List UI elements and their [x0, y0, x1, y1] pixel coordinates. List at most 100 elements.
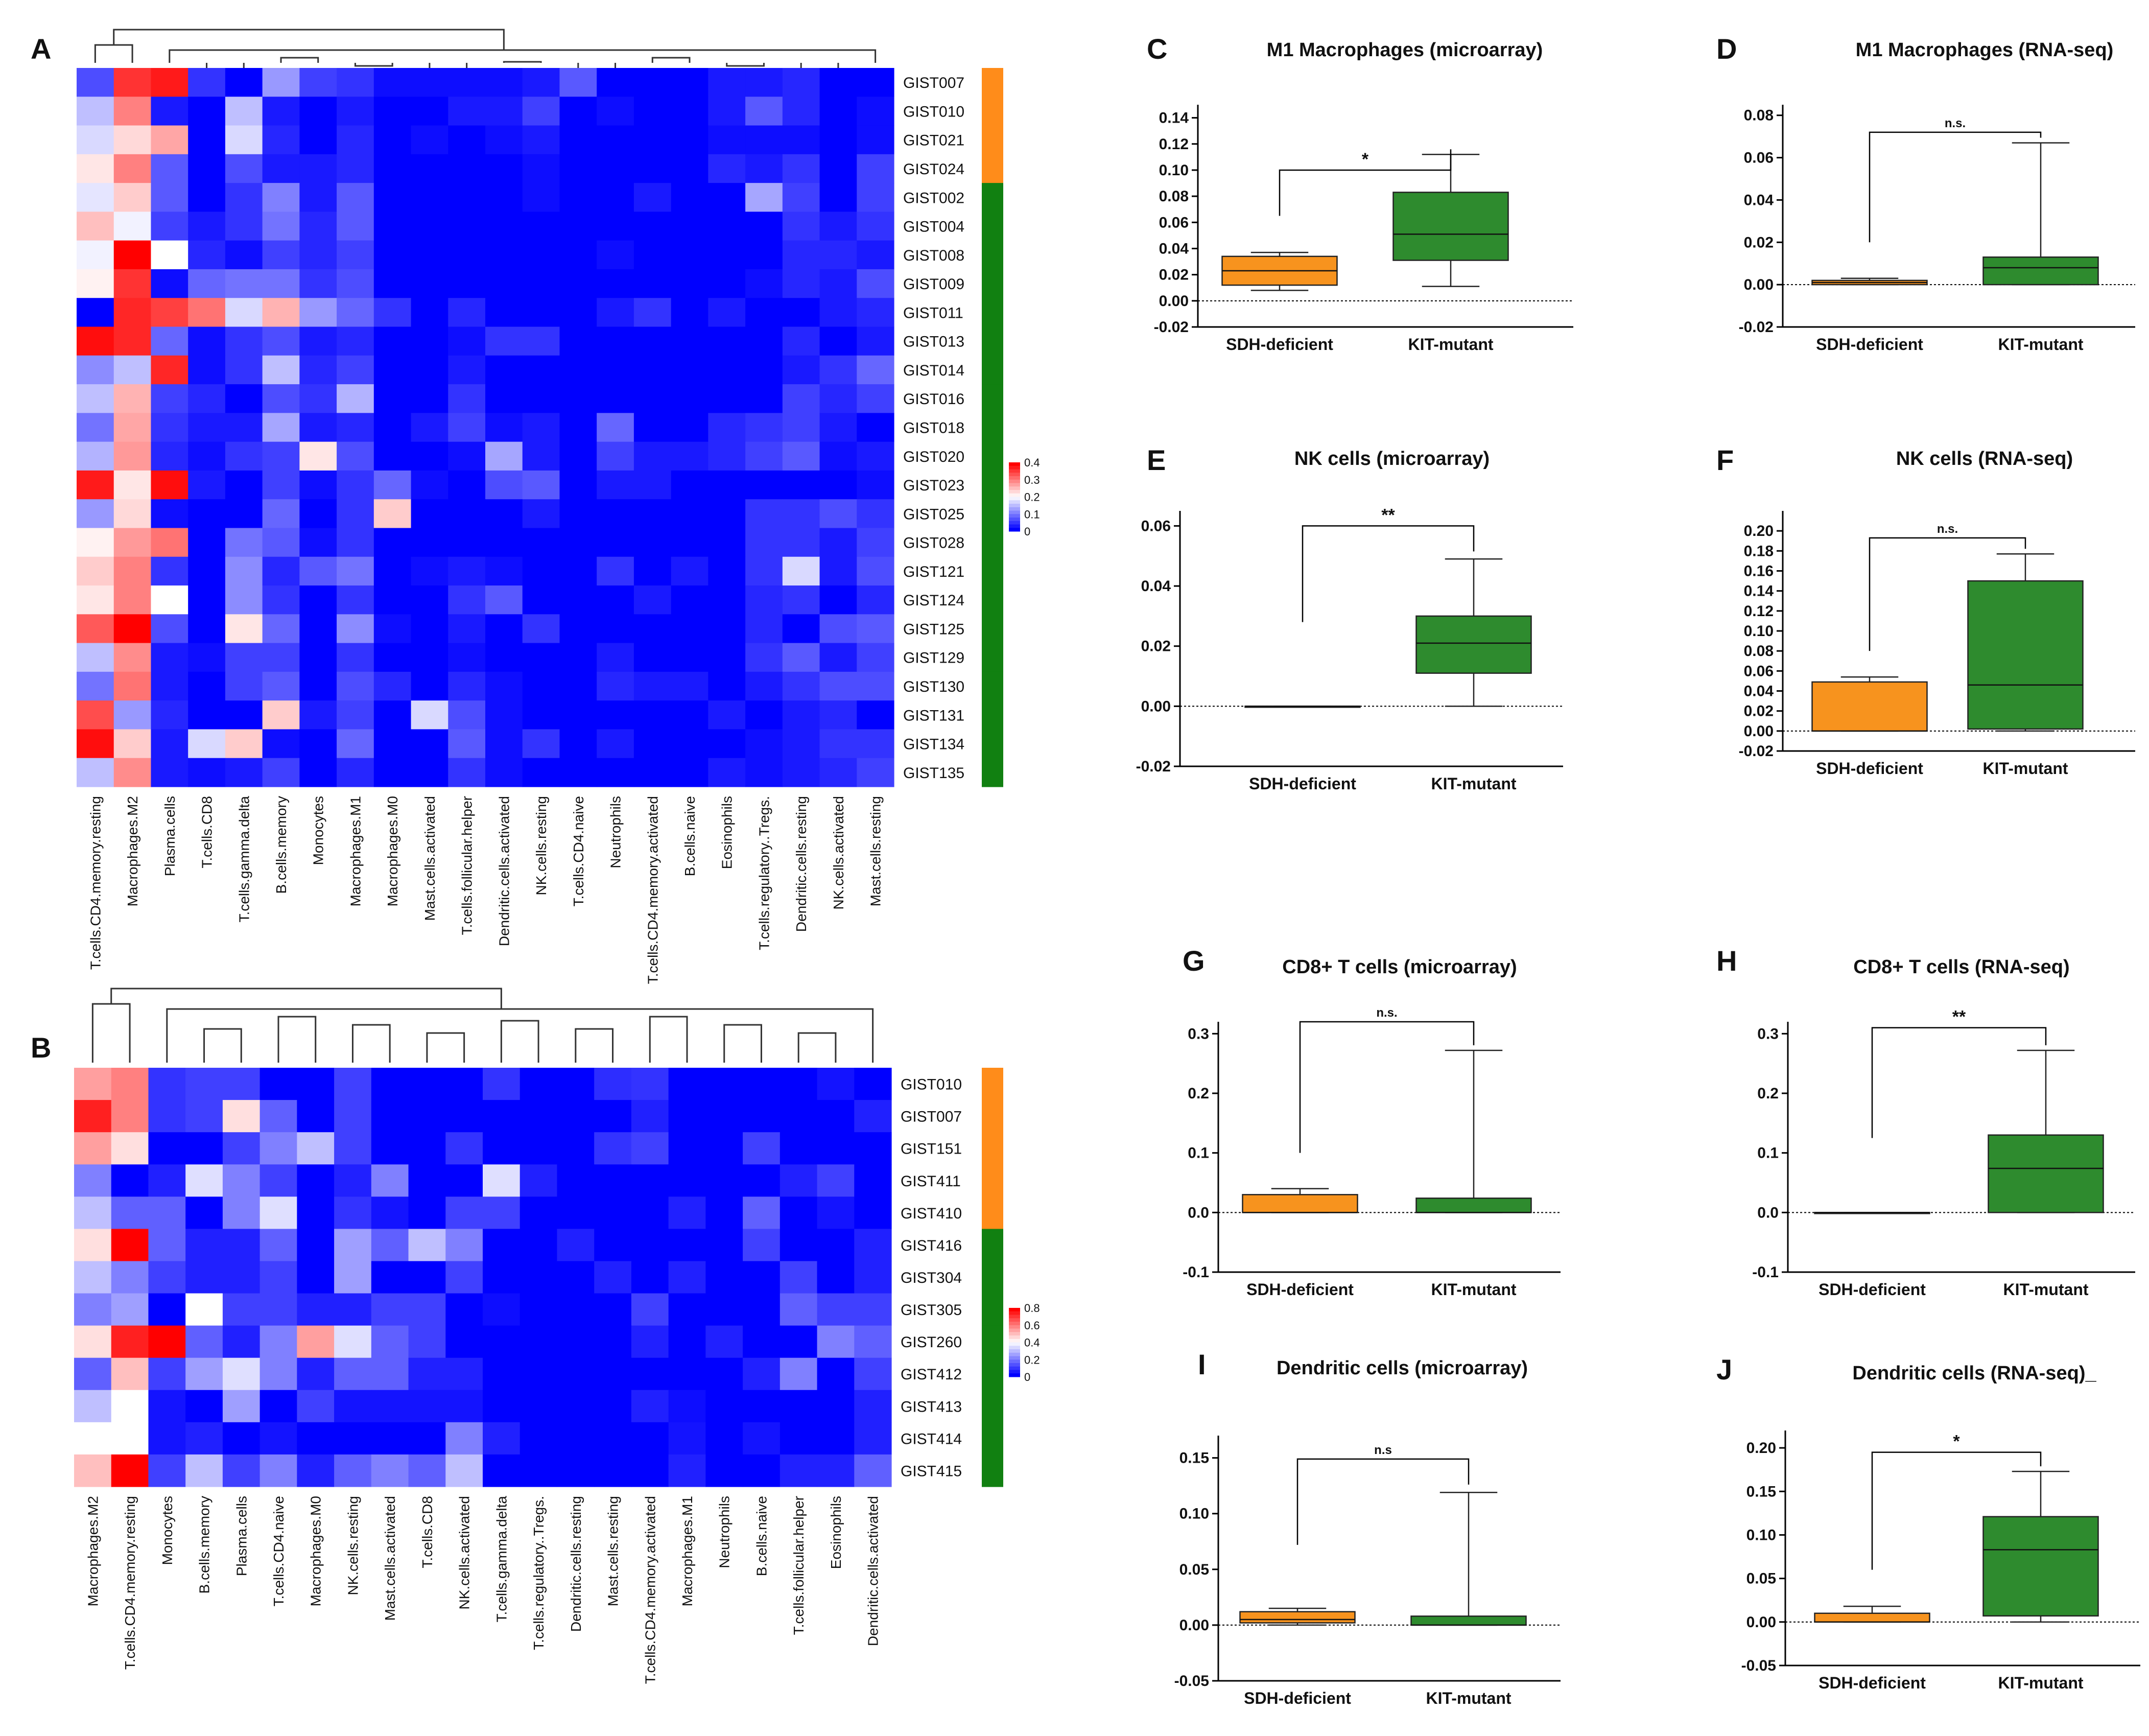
heatmap-cell: [485, 212, 523, 241]
heatmap-cell: [334, 1422, 372, 1455]
heatmap-cell: [819, 413, 857, 442]
panel-letter-g: G: [1183, 945, 1205, 977]
heatmap-cell: [633, 499, 672, 529]
significance-bracket: [1296, 1458, 1470, 1545]
iqr-box: [1392, 192, 1509, 261]
heatmap-cell: [113, 154, 152, 183]
heatmap-cell: [77, 183, 114, 212]
heatmap-cell: [671, 183, 709, 212]
heatmap-cell: [222, 1293, 261, 1326]
column-label: Mast.cells.activated: [422, 796, 438, 921]
heatmap-cell: [188, 614, 226, 644]
group-bar-segment: [982, 326, 1003, 356]
heatmap-cell: [448, 240, 486, 270]
column-label: Mast.cells.resting: [868, 796, 884, 906]
heatmap-cell: [633, 125, 672, 155]
group-bar-segment: [982, 154, 1003, 183]
column-dendrogram: [91, 988, 874, 1063]
heatmap-cell: [188, 298, 226, 327]
y-tick-label: 0.10: [1746, 1527, 1776, 1543]
boxplot-g: CD8+ T cells (microarray) -0.1 0.0 0.1 0.2 0.…: [1183, 956, 1561, 1299]
column-label: Eosinophils: [719, 796, 735, 869]
heatmap-cell: [111, 1164, 149, 1197]
heatmap-cell: [373, 585, 412, 615]
heatmap-cell: [222, 1261, 261, 1294]
y-tick-label: -0.02: [1136, 758, 1171, 775]
group-bar-segment: [982, 384, 1003, 413]
heatmap-cell: [373, 212, 412, 241]
heatmap-cell: [743, 1261, 781, 1294]
iqr-box: [1415, 1198, 1532, 1213]
heatmap-cell: [857, 700, 894, 730]
heatmap-cell: [817, 1357, 855, 1391]
heatmap-cell: [519, 1164, 558, 1197]
row-label: GIST008: [903, 247, 964, 264]
heatmap-cell: [597, 68, 634, 97]
heatmap-cell: [259, 1068, 297, 1100]
significance-bracket: [1299, 1021, 1475, 1153]
heatmap-cell: [745, 700, 783, 730]
heatmap-cell: [633, 585, 672, 615]
column-label: B.cells.memory: [273, 796, 289, 894]
significance-label: *: [1362, 150, 1369, 169]
column-dendrogram: [94, 29, 877, 75]
heatmap-cell: [671, 125, 709, 155]
heatmap-cell: [745, 97, 783, 126]
heatmap-cell: [148, 1132, 186, 1165]
heatmap-cell: [77, 97, 114, 126]
heatmap-cell: [594, 1197, 632, 1229]
heatmap-cell: [519, 1422, 558, 1455]
row-label: GIST125: [903, 621, 964, 638]
significance-label: **: [1952, 1007, 1966, 1027]
heatmap-cell: [631, 1229, 669, 1262]
y-tick-label: 0.02: [1744, 703, 1774, 720]
heatmap-cell: [411, 614, 448, 644]
heatmap-cell: [188, 125, 226, 155]
heatmap-cell: [111, 1132, 149, 1165]
heatmap-cell: [448, 384, 486, 413]
heatmap-cell: [522, 556, 560, 586]
heatmap-cell: [259, 1132, 297, 1165]
dendrogram-branch: [426, 1032, 465, 1063]
heatmap-cell: [485, 413, 523, 442]
dendrogram-branch: [166, 1008, 874, 1063]
row-label: GIST014: [903, 362, 964, 379]
heatmap-cell: [188, 441, 226, 471]
heatmap-cell: [559, 413, 597, 442]
column-label: NK.cells.activated: [457, 1496, 473, 1610]
colorbar-tick: 0.8: [1024, 1302, 1040, 1315]
heatmap-cell: [597, 585, 634, 615]
heatmap-cell: [485, 470, 523, 500]
heatmap-cell: [559, 470, 597, 500]
heatmap-cell: [782, 212, 820, 241]
column-label: Mast.cells.activated: [382, 1496, 398, 1621]
heatmap-cell: [671, 499, 709, 529]
heatmap-cell: [297, 1197, 335, 1229]
colorbar-step: [1009, 504, 1020, 508]
y-tick-label: 0.00: [1744, 276, 1774, 293]
heatmap-cell: [111, 1197, 149, 1229]
row-label: GIST416: [901, 1237, 962, 1254]
heatmap-cell: [671, 298, 709, 327]
heatmap-cell: [299, 183, 337, 212]
heatmap-cell: [185, 1261, 223, 1294]
chart-title: CD8+ T cells (microarray): [1282, 956, 1517, 978]
heatmap-cell: [594, 1454, 632, 1487]
colorbar-tick: 0.3: [1024, 474, 1040, 486]
iqr-box: [1242, 1194, 1358, 1213]
y-tick-label: 0.00: [1744, 723, 1774, 740]
row-label: GIST024: [903, 161, 964, 178]
heatmap-cell: [857, 154, 894, 183]
column-label: T.cells.gamma.delta: [236, 796, 252, 923]
heatmap-cell: [188, 97, 226, 126]
heatmap-cell: [819, 499, 857, 529]
heatmap-cell: [448, 183, 486, 212]
heatmap-cell: [185, 1100, 223, 1133]
heatmap-cell: [151, 269, 188, 298]
dendrogram-branch: [649, 1016, 688, 1063]
heatmap-cell: [485, 614, 523, 644]
heatmap-cell: [148, 1454, 186, 1487]
heatmap-cell: [297, 1229, 335, 1262]
heatmap-cell: [819, 183, 857, 212]
heatmap-cell: [448, 556, 486, 586]
